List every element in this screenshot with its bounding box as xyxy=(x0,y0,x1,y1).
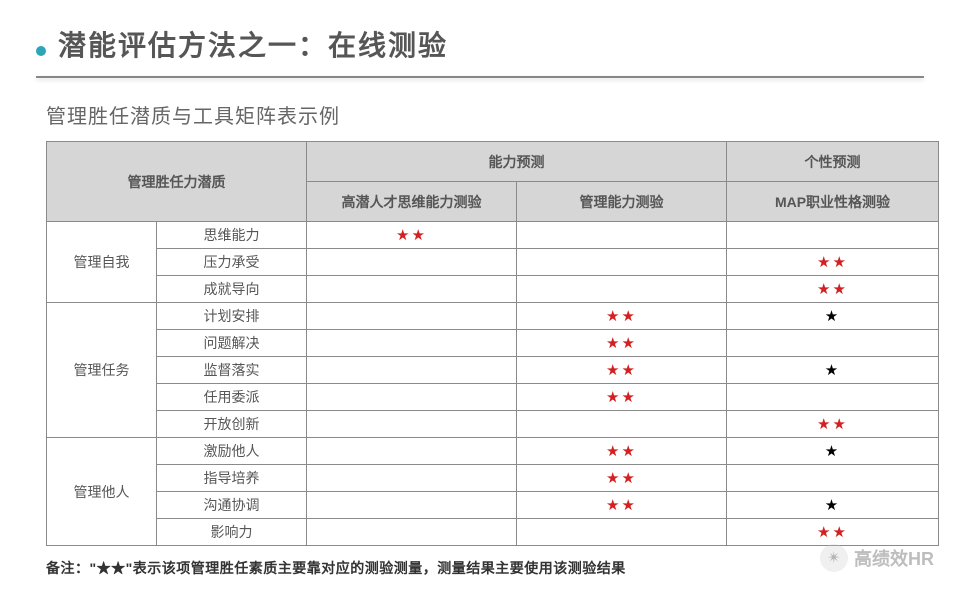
cell-value xyxy=(307,519,517,546)
row-label: 问题解决 xyxy=(157,330,307,357)
cell-value: ★★ xyxy=(517,465,727,492)
group-cell: 管理任务 xyxy=(47,303,157,438)
table-row: 任用委派 ★★ xyxy=(47,384,939,411)
table-row: 开放创新 ★★ xyxy=(47,411,939,438)
title-underline xyxy=(36,76,924,78)
star-icon: ★★ xyxy=(817,524,848,541)
row-label: 计划安排 xyxy=(157,303,307,330)
cell-value xyxy=(307,249,517,276)
cell-value xyxy=(307,465,517,492)
star-icon: ★★ xyxy=(606,497,637,514)
star-icon: ★★ xyxy=(606,389,637,406)
cell-value xyxy=(307,384,517,411)
star-icon: ★★ xyxy=(606,362,637,379)
cell-value xyxy=(307,303,517,330)
star-icon: ★★ xyxy=(817,281,848,298)
cell-value: ★★ xyxy=(517,438,727,465)
cell-value: ★★ xyxy=(727,249,939,276)
cell-value xyxy=(517,519,727,546)
table-row: 管理任务计划安排★★★ xyxy=(47,303,939,330)
cell-value: ★ xyxy=(727,357,939,384)
cell-value xyxy=(307,492,517,519)
cell-value: ★ xyxy=(727,303,939,330)
cell-value xyxy=(727,465,939,492)
cell-value xyxy=(517,411,727,438)
matrix-table: 管理胜任力潜质 能力预测 个性预测 高潜人才思维能力测验 管理能力测验 MAP职… xyxy=(46,141,939,546)
cell-value: ★★ xyxy=(517,492,727,519)
star-icon: ★★ xyxy=(396,227,427,244)
star-icon: ★ xyxy=(825,443,840,460)
row-label: 思维能力 xyxy=(157,222,307,249)
cell-value xyxy=(727,222,939,249)
row-label: 沟通协调 xyxy=(157,492,307,519)
header-test-2: 管理能力测验 xyxy=(517,182,727,222)
row-label: 监督落实 xyxy=(157,357,307,384)
cell-value xyxy=(727,330,939,357)
header-ability: 能力预测 xyxy=(307,142,727,182)
header-test-1: 高潜人才思维能力测验 xyxy=(307,182,517,222)
cell-value: ★★ xyxy=(517,384,727,411)
cell-value: ★★ xyxy=(517,303,727,330)
row-label: 压力承受 xyxy=(157,249,307,276)
cell-value: ★★ xyxy=(517,357,727,384)
row-label: 任用委派 xyxy=(157,384,307,411)
cell-value: ★★ xyxy=(307,222,517,249)
table-row: 问题解决 ★★ xyxy=(47,330,939,357)
cell-value xyxy=(307,276,517,303)
star-icon: ★★ xyxy=(817,254,848,271)
cell-value xyxy=(727,384,939,411)
star-icon: ★ xyxy=(825,308,840,325)
row-label: 激励他人 xyxy=(157,438,307,465)
cell-value xyxy=(517,222,727,249)
star-icon: ★★ xyxy=(606,335,637,352)
header-test-3: MAP职业性格测验 xyxy=(727,182,939,222)
table-row: 管理自我思维能力★★ xyxy=(47,222,939,249)
header-personality: 个性预测 xyxy=(727,142,939,182)
table-row: 成就导向 ★★ xyxy=(47,276,939,303)
row-label: 影响力 xyxy=(157,519,307,546)
cell-value: ★★ xyxy=(517,330,727,357)
cell-value: ★★ xyxy=(727,276,939,303)
group-cell: 管理自我 xyxy=(47,222,157,303)
subtitle: 管理胜任潜质与工具矩阵表示例 xyxy=(46,100,924,129)
header-potential: 管理胜任力潜质 xyxy=(47,142,307,222)
table-row: 沟通协调★★★ xyxy=(47,492,939,519)
star-icon: ★★ xyxy=(606,308,637,325)
cell-value xyxy=(307,411,517,438)
table-row: 影响力 ★★ xyxy=(47,519,939,546)
cell-value xyxy=(307,357,517,384)
table-row: 管理他人激励他人★★★ xyxy=(47,438,939,465)
cell-value: ★ xyxy=(727,492,939,519)
row-label: 开放创新 xyxy=(157,411,307,438)
footnote: 备注："★★"表示该项管理胜任素质主要靠对应的测验测量，测量结果主要使用该测验结… xyxy=(46,558,924,578)
cell-value xyxy=(307,438,517,465)
star-icon: ★★ xyxy=(817,416,848,433)
star-icon: ★ xyxy=(825,497,840,514)
cell-value: ★★ xyxy=(727,519,939,546)
cell-value: ★★ xyxy=(727,411,939,438)
page-title: 潜能评估方法之一：在线测验 xyxy=(58,24,448,64)
cell-value: ★ xyxy=(727,438,939,465)
cell-value xyxy=(517,249,727,276)
star-icon: ★★ xyxy=(606,470,637,487)
star-icon: ★ xyxy=(825,362,840,379)
group-cell: 管理他人 xyxy=(47,438,157,546)
cell-value xyxy=(307,330,517,357)
table-row: 指导培养 ★★ xyxy=(47,465,939,492)
accent-dot xyxy=(36,46,46,56)
table-row: 监督落实★★★ xyxy=(47,357,939,384)
table-row: 压力承受 ★★ xyxy=(47,249,939,276)
row-label: 指导培养 xyxy=(157,465,307,492)
row-label: 成就导向 xyxy=(157,276,307,303)
star-icon: ★★ xyxy=(606,443,637,460)
cell-value xyxy=(517,276,727,303)
